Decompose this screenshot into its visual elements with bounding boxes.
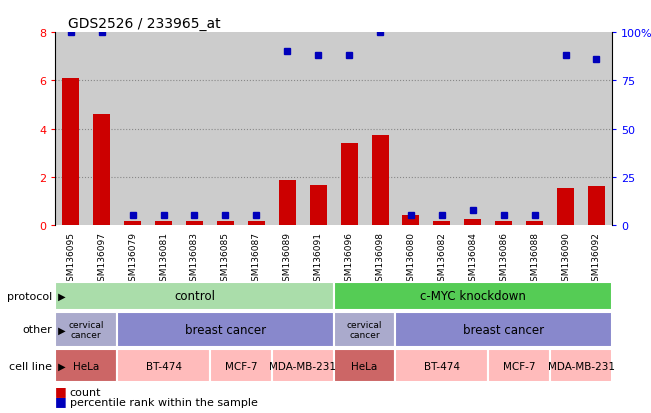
Text: ▶: ▶ (55, 325, 65, 335)
Bar (464, 219, 481, 225)
Bar (210, 33, 241, 225)
Text: BT-474: BT-474 (146, 361, 182, 371)
Text: MDA-MB-231: MDA-MB-231 (547, 361, 615, 371)
Text: control: control (174, 290, 215, 303)
Bar (550, 349, 612, 382)
Bar (179, 33, 210, 225)
Bar (333, 282, 612, 310)
Bar (117, 313, 333, 347)
Text: HeLa: HeLa (73, 361, 100, 371)
Bar (117, 349, 210, 382)
Bar (248, 222, 265, 225)
Bar (55, 313, 117, 347)
Text: ▶: ▶ (55, 361, 65, 371)
Text: HeLa: HeLa (352, 361, 378, 371)
Bar (93, 115, 110, 225)
Bar (55, 33, 86, 225)
Bar (457, 33, 488, 225)
Text: cell line: cell line (9, 361, 52, 371)
Bar (365, 33, 395, 225)
Bar (488, 33, 519, 225)
Text: ■: ■ (55, 394, 67, 407)
Bar (488, 349, 550, 382)
Bar (186, 222, 203, 225)
Bar (55, 349, 117, 382)
Text: ■: ■ (55, 385, 67, 397)
Text: percentile rank within the sample: percentile rank within the sample (70, 397, 258, 407)
Text: MCF-7: MCF-7 (503, 361, 535, 371)
Bar (117, 33, 148, 225)
Bar (526, 222, 543, 225)
Text: cervical
cancer: cervical cancer (347, 320, 382, 339)
Bar (395, 313, 612, 347)
Bar (402, 216, 419, 225)
Text: cervical
cancer: cervical cancer (68, 320, 104, 339)
Bar (210, 349, 271, 382)
Text: c-MYC knockdown: c-MYC knockdown (420, 290, 526, 303)
Bar (333, 313, 395, 347)
Bar (217, 222, 234, 225)
Text: MCF-7: MCF-7 (225, 361, 257, 371)
Text: count: count (70, 387, 101, 397)
Bar (271, 33, 303, 225)
Bar (310, 186, 327, 225)
Bar (557, 188, 574, 225)
Bar (279, 181, 296, 225)
Text: GDS2526 / 233965_at: GDS2526 / 233965_at (68, 17, 221, 31)
Text: protocol: protocol (7, 291, 52, 301)
Bar (55, 282, 333, 310)
Bar (372, 135, 389, 225)
Bar (395, 349, 488, 382)
Bar (241, 33, 271, 225)
Text: MDA-MB-231: MDA-MB-231 (270, 361, 336, 371)
Bar (333, 349, 395, 382)
Bar (495, 222, 512, 225)
Bar (271, 349, 333, 382)
Bar (519, 33, 550, 225)
Bar (395, 33, 426, 225)
Bar (333, 33, 365, 225)
Text: breast cancer: breast cancer (185, 323, 266, 336)
Bar (124, 222, 141, 225)
Bar (155, 222, 172, 225)
Text: BT-474: BT-474 (424, 361, 460, 371)
Bar (62, 79, 79, 225)
Bar (426, 33, 457, 225)
Bar (86, 33, 117, 225)
Bar (340, 144, 357, 225)
Text: other: other (22, 325, 52, 335)
Bar (434, 222, 450, 225)
Bar (581, 33, 612, 225)
Bar (303, 33, 333, 225)
Bar (588, 187, 605, 225)
Bar (550, 33, 581, 225)
Text: ▶: ▶ (55, 291, 65, 301)
Text: breast cancer: breast cancer (463, 323, 544, 336)
Bar (148, 33, 179, 225)
